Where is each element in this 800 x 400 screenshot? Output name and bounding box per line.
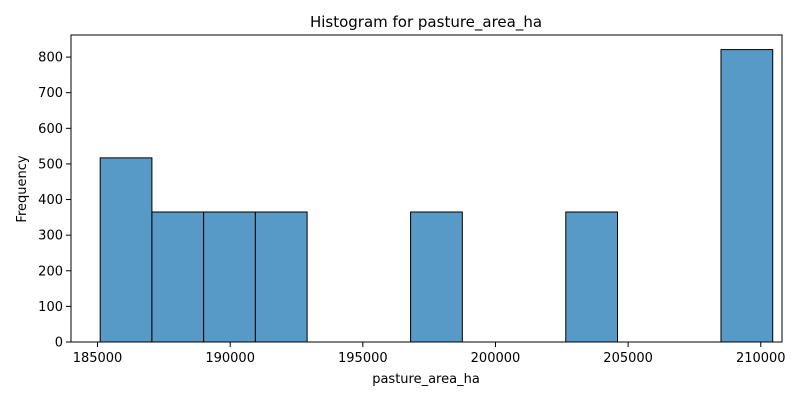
histogram-bar (254, 211, 308, 343)
x-tick-label: 190000 (205, 351, 255, 366)
plot-frame (70, 34, 783, 343)
y-tick-label: 300 (38, 229, 63, 244)
histogram-bar (410, 211, 463, 343)
y-tick-label: 700 (38, 86, 63, 101)
y-axis-label: Frequency (15, 155, 30, 222)
x-axis-label: pasture_area_ha (372, 372, 480, 387)
histogram-bar (99, 157, 153, 343)
y-tick-label: 0 (55, 336, 63, 351)
y-tick-label: 600 (38, 122, 63, 137)
y-tick-label: 800 (38, 51, 63, 66)
bars-layer (99, 49, 774, 343)
x-tick-label: 200000 (471, 351, 521, 366)
y-tick-label: 400 (38, 193, 63, 208)
y-tick-label: 100 (38, 300, 63, 315)
x-tick-label: 195000 (338, 351, 388, 366)
histogram-bar (203, 211, 256, 343)
y-tick-label: 200 (38, 264, 63, 279)
y-tick-label: 500 (38, 157, 63, 172)
chart-title: Histogram for pasture_area_ha (310, 13, 542, 32)
x-tick-label: 185000 (73, 351, 123, 366)
x-tick-label: 205000 (603, 351, 653, 366)
histogram-bar (151, 211, 205, 343)
histogram-bar (720, 49, 774, 343)
axes-layer: 185000 190000 195000 200000 205000 210000 0 100… (38, 34, 786, 366)
histogram-bar (565, 211, 619, 343)
x-tick-label: 210000 (736, 351, 786, 366)
